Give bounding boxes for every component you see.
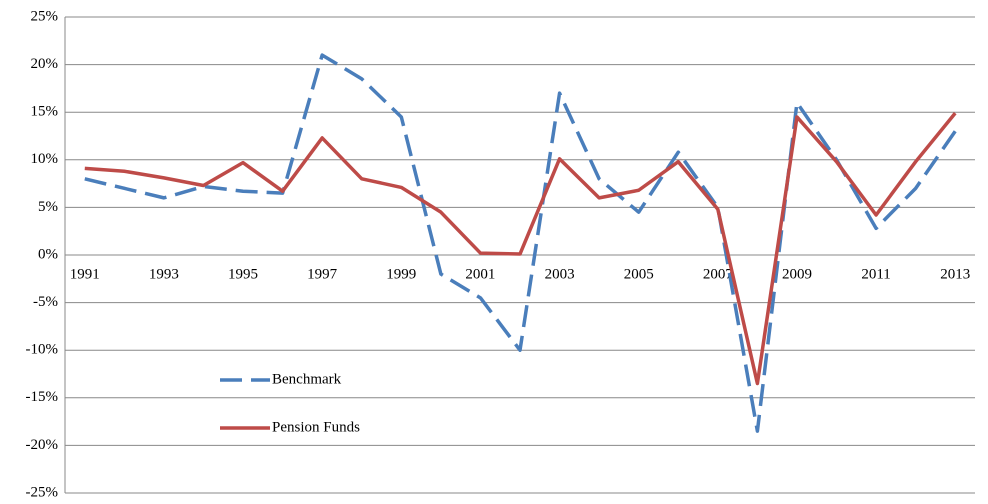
y-tick-label: 0% [38,246,58,262]
series-line [84,53,957,433]
legend-label: Benchmark [272,371,342,387]
series-line [84,112,957,386]
x-tick-label: 2011 [861,266,890,282]
x-tick-label: 1993 [149,266,179,282]
y-tick-label: 5% [38,199,58,215]
legend-label: Pension Funds [272,419,360,435]
x-tick-label: 2005 [624,266,654,282]
x-tick-label: 2007 [703,266,734,282]
x-tick-label: 1991 [70,266,100,282]
y-tick-label: -20% [26,437,59,453]
y-tick-label: -5% [33,294,58,310]
x-tick-label: 1995 [228,266,258,282]
x-tick-label: 1999 [386,266,416,282]
y-tick-label: 10% [31,151,59,167]
x-tick-label: 2003 [545,266,575,282]
y-tick-label: -15% [26,389,59,405]
x-tick-label: 2013 [940,266,970,282]
x-tick-label: 1997 [307,266,338,282]
y-tick-label: 25% [31,8,59,24]
y-tick-label: -10% [26,342,59,358]
y-tick-label: -25% [26,484,59,500]
x-tick-label: 2009 [782,266,812,282]
y-tick-label: 20% [31,56,59,72]
y-tick-label: 15% [31,104,59,120]
x-tick-label: 2001 [465,266,495,282]
